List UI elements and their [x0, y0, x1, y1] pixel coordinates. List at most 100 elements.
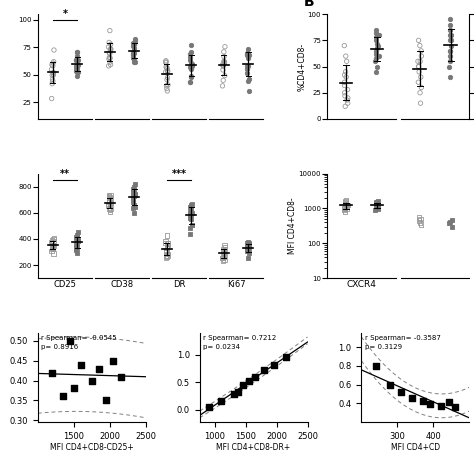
Point — [50, 71, 57, 78]
Point — [77, 361, 85, 368]
Point — [163, 244, 171, 252]
Point — [415, 63, 422, 70]
Point — [342, 200, 349, 208]
Point — [219, 247, 227, 255]
Point — [105, 205, 113, 213]
Point — [129, 50, 137, 58]
Point — [243, 49, 251, 56]
Point — [418, 52, 425, 60]
Point — [244, 62, 251, 70]
Point — [373, 44, 381, 52]
Point — [342, 201, 349, 208]
Point — [162, 239, 169, 247]
Point — [130, 204, 137, 211]
Point — [50, 242, 58, 249]
X-axis label: DR: DR — [173, 280, 185, 289]
Point — [130, 184, 138, 191]
Point — [105, 49, 113, 56]
Point — [49, 77, 57, 85]
Point — [446, 73, 454, 81]
Point — [245, 238, 252, 246]
Point — [243, 50, 251, 58]
Point — [445, 219, 453, 227]
Y-axis label: %CD4+CD8-: %CD4+CD8- — [297, 43, 306, 91]
Point — [220, 48, 228, 55]
Point — [341, 202, 349, 210]
Point — [341, 89, 348, 97]
Point — [415, 36, 422, 44]
Point — [102, 397, 110, 404]
Point — [340, 42, 348, 49]
Point — [130, 58, 138, 66]
Point — [49, 245, 56, 252]
Point — [375, 31, 383, 39]
Text: p= 0.0234: p= 0.0234 — [203, 345, 240, 350]
Point — [130, 210, 138, 217]
Point — [219, 62, 227, 70]
Point — [341, 204, 348, 211]
Point — [221, 244, 229, 251]
Point — [74, 68, 82, 76]
Point — [373, 34, 380, 41]
Point — [374, 199, 381, 206]
Point — [448, 217, 456, 224]
Point — [374, 202, 382, 210]
Point — [341, 200, 349, 207]
Point — [74, 237, 82, 245]
Point — [131, 36, 139, 43]
Point — [48, 61, 56, 68]
Point — [418, 84, 425, 91]
Point — [219, 76, 227, 84]
Point — [48, 80, 56, 88]
Point — [220, 253, 228, 261]
Point — [373, 40, 381, 47]
Point — [131, 203, 139, 211]
Point — [105, 191, 113, 199]
Point — [341, 199, 349, 206]
Point — [282, 354, 290, 361]
Point — [341, 71, 348, 79]
Point — [419, 398, 426, 405]
Point — [50, 249, 57, 257]
Point — [107, 46, 114, 53]
Point — [187, 209, 195, 216]
Point — [73, 246, 80, 253]
Point — [73, 53, 81, 60]
Point — [342, 197, 350, 204]
Point — [245, 239, 253, 247]
Point — [105, 39, 113, 46]
Point — [373, 200, 381, 207]
Point — [164, 252, 172, 259]
Point — [73, 236, 81, 244]
Point — [162, 252, 170, 259]
Point — [74, 62, 82, 69]
Point — [187, 211, 195, 219]
Point — [49, 59, 57, 67]
Point — [373, 205, 380, 212]
Point — [129, 39, 137, 47]
Point — [130, 40, 138, 48]
Point — [48, 72, 56, 79]
Point — [73, 57, 80, 64]
Point — [186, 64, 194, 71]
Point — [164, 87, 171, 95]
Point — [187, 41, 195, 48]
Point — [186, 79, 194, 86]
Point — [373, 199, 380, 207]
Point — [342, 68, 349, 75]
Point — [220, 59, 228, 67]
Point — [164, 250, 171, 257]
Point — [373, 63, 381, 70]
Point — [187, 73, 194, 81]
Point — [415, 214, 423, 221]
Point — [219, 66, 227, 74]
Y-axis label: MFI CD4+CD8-: MFI CD4+CD8- — [288, 198, 297, 254]
Point — [416, 57, 424, 65]
Point — [187, 215, 195, 222]
Point — [73, 240, 81, 248]
Point — [446, 47, 454, 55]
Point — [343, 202, 350, 210]
Point — [49, 75, 56, 83]
Point — [49, 245, 57, 253]
Point — [188, 222, 196, 229]
